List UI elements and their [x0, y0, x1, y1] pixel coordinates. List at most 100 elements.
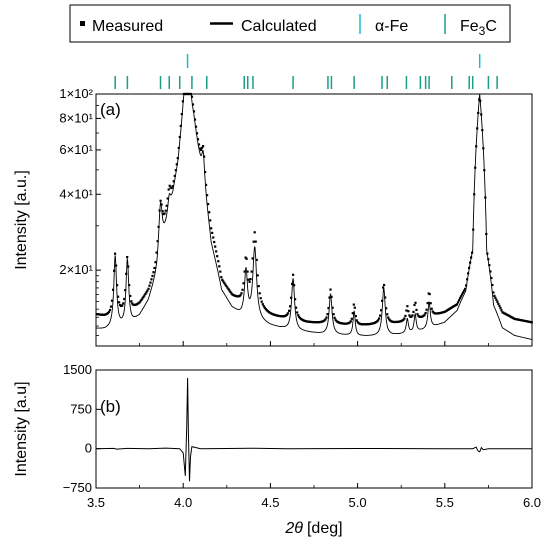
panel-a-y-tick-label: 4×10¹: [59, 186, 93, 201]
x-tick-label: 5.5: [436, 495, 454, 510]
measured-point: [456, 301, 460, 304]
measured-point: [402, 318, 405, 321]
measured-point: [295, 306, 298, 309]
measured-point: [204, 170, 207, 174]
measured-point: [172, 180, 175, 183]
panel-a-y-ticks: 2×10¹ 4×10¹ 6×10¹ 8×10¹ 1×10²: [59, 86, 101, 336]
measured-point: [381, 299, 384, 302]
measured-point: [329, 288, 332, 291]
measured-point: [174, 169, 177, 172]
measured-point: [298, 315, 301, 319]
measured-point: [406, 305, 409, 308]
measured-point: [407, 310, 410, 313]
measured-point: [212, 236, 215, 239]
measured-point: [261, 303, 264, 306]
measured-point: [498, 304, 501, 308]
measured-point: [292, 273, 295, 276]
measured-point: [328, 296, 331, 299]
measured-point: [150, 278, 153, 281]
measured-point: [106, 312, 110, 315]
measured-point: [416, 313, 419, 316]
measured-point: [108, 308, 112, 312]
legend: Measured Calculated α-Fe Fe3C: [69, 4, 511, 43]
measured-point: [192, 110, 196, 113]
measured-point: [326, 313, 329, 316]
measured-point: [412, 310, 415, 313]
measured-point: [216, 255, 219, 258]
measured-point: [428, 293, 431, 296]
measured-point: [246, 270, 249, 273]
measured-point: [253, 231, 256, 234]
panel-b-label: (b): [100, 397, 121, 416]
measured-point: [429, 302, 432, 305]
measured-point: [247, 278, 250, 281]
measured-point: [384, 296, 387, 299]
measured-point: [500, 309, 503, 312]
measured-point: [348, 321, 351, 324]
measured-point: [496, 300, 499, 303]
measured-point: [191, 103, 195, 106]
measured-point: [332, 313, 335, 316]
measured-point: [259, 297, 262, 300]
measured-point: [227, 287, 230, 291]
measured-point: [353, 306, 356, 309]
measured-point: [166, 197, 169, 200]
x-tick-label: 3.5: [87, 495, 105, 510]
measured-point: [137, 302, 140, 305]
measured-point: [190, 95, 194, 98]
measured-point: [173, 174, 176, 177]
measured-point: [223, 281, 226, 285]
measured-point: [414, 301, 417, 304]
measured-point: [147, 287, 150, 290]
measured-point: [352, 303, 355, 306]
measured-point: [201, 146, 204, 149]
measured-point: [455, 303, 459, 306]
measured-point: [210, 227, 213, 230]
measured-point: [493, 294, 496, 297]
legend-box: [69, 4, 511, 43]
measured-point: [194, 125, 198, 128]
measured-point: [196, 138, 200, 141]
measured-point: [349, 320, 352, 323]
measured-point: [250, 270, 253, 273]
x-tick-label: 6.0: [523, 495, 541, 510]
measured-point: [239, 294, 242, 297]
x-axis-title: 2θ [deg]: [284, 520, 342, 537]
panel-b-y-tick-label: 1500: [63, 362, 92, 377]
measured-point: [154, 261, 157, 264]
measured-point: [457, 299, 461, 302]
measured-point: [331, 306, 334, 309]
measured-point: [145, 291, 148, 294]
measured-point: [263, 306, 266, 309]
measured-point: [112, 288, 115, 291]
measured-point: [110, 299, 114, 302]
measured-point: [255, 258, 258, 261]
panel-a-frame: [95, 93, 533, 347]
measured-point: [155, 251, 158, 254]
measured-point: [288, 309, 291, 312]
measured-point: [431, 310, 434, 313]
measured-point: [490, 276, 493, 280]
panel-a-label: (a): [100, 100, 121, 119]
panel-a-y-tick-label: 6×10¹: [59, 142, 93, 157]
measured-point: [286, 312, 290, 315]
measured-point: [464, 287, 467, 290]
measured-point: [494, 296, 497, 299]
legend-measured-symbol: [80, 21, 85, 26]
x-tick-label: 4.5: [261, 495, 279, 510]
measured-point: [499, 307, 502, 310]
measured-point: [225, 284, 228, 288]
measured-point: [523, 319, 526, 322]
panel-a-y-axis-title: Intensity [a.u.]: [13, 170, 30, 270]
measured-point: [241, 288, 244, 291]
measured-point: [116, 284, 119, 287]
measured-point: [159, 199, 162, 202]
measured-point: [254, 240, 257, 243]
measured-point: [461, 291, 465, 294]
measured-point: [130, 300, 133, 303]
measured-point: [193, 118, 197, 121]
panel-b-y-ticks: −750 0 750 1500: [63, 362, 101, 495]
measured-point: [209, 219, 212, 222]
measured-point: [205, 183, 208, 186]
